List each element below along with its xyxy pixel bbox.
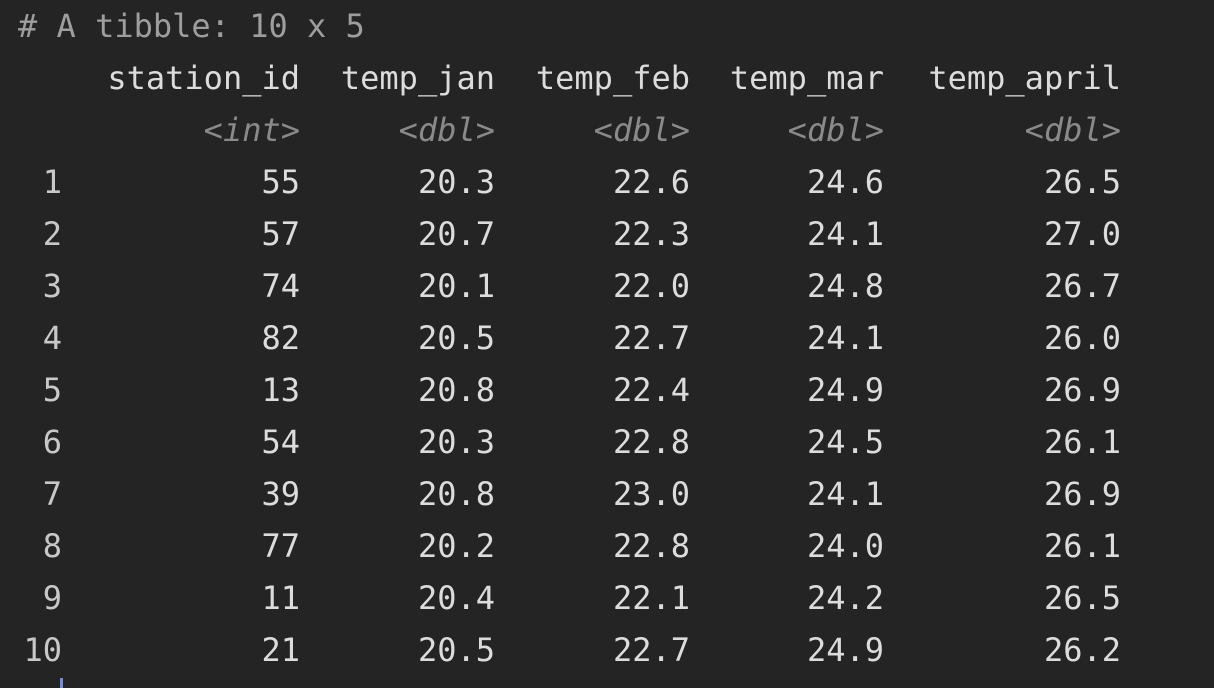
column-header-temp-april: temp_april xyxy=(928,59,1121,97)
row-number: 5 xyxy=(42,371,62,409)
table-cell-station-id: 54 xyxy=(261,423,300,461)
table-cell-temp-feb: 22.6 xyxy=(612,163,690,201)
table-cell-temp-april: 26.9 xyxy=(1043,371,1121,409)
table-cell-temp-jan: 20.7 xyxy=(417,215,495,253)
table-cell-temp-jan: 20.1 xyxy=(417,267,495,305)
row-number: 3 xyxy=(42,267,62,305)
row-number: 7 xyxy=(42,475,62,513)
table-cell-temp-feb: 22.1 xyxy=(612,579,690,617)
column-header-temp-mar: temp_mar xyxy=(729,59,884,97)
table-cell-temp-mar: 24.2 xyxy=(806,579,884,617)
table-row: 6 54 20.3 22.8 24.5 26.1 xyxy=(0,416,1214,468)
table-cell-temp-jan: 20.5 xyxy=(417,631,495,669)
table-cell-temp-jan: 20.4 xyxy=(417,579,495,617)
table-cell-temp-jan: 20.2 xyxy=(417,527,495,565)
table-cell-temp-feb: 22.8 xyxy=(612,423,690,461)
table-cell-temp-feb: 22.8 xyxy=(612,527,690,565)
table-cell-station-id: 57 xyxy=(261,215,300,253)
tibble-summary: # A tibble: 10 x 5 xyxy=(18,7,365,45)
table-row: 3 74 20.1 22.0 24.8 26.7 xyxy=(0,260,1214,312)
table-cell-station-id: 13 xyxy=(261,371,300,409)
column-header-temp-jan: temp_jan xyxy=(340,59,495,97)
table-row: 7 39 20.8 23.0 24.1 26.9 xyxy=(0,468,1214,520)
table-cell-temp-jan: 20.8 xyxy=(417,371,495,409)
table-cell-station-id: 77 xyxy=(261,527,300,565)
table-cell-temp-mar: 24.9 xyxy=(806,371,884,409)
table-cell-temp-april: 26.1 xyxy=(1043,423,1121,461)
column-type-station-id: <int> xyxy=(203,111,300,149)
table-cell-temp-april: 26.7 xyxy=(1043,267,1121,305)
table-cell-temp-jan: 20.5 xyxy=(417,319,495,357)
table-row: 5 13 20.8 22.4 24.9 26.9 xyxy=(0,364,1214,416)
table-cell-temp-feb: 23.0 xyxy=(612,475,690,513)
column-type-temp-april: <dbl> xyxy=(1024,111,1121,149)
row-number: 8 xyxy=(42,527,62,565)
table-row: 4 82 20.5 22.7 24.1 26.0 xyxy=(0,312,1214,364)
column-type-row: <int> <dbl> <dbl> <dbl> <dbl> xyxy=(0,104,1214,156)
table-cell-temp-april: 26.2 xyxy=(1043,631,1121,669)
table-cell-temp-feb: 22.7 xyxy=(612,631,690,669)
table-cell-temp-mar: 24.6 xyxy=(806,163,884,201)
table-row: 8 77 20.2 22.8 24.0 26.1 xyxy=(0,520,1214,572)
table-cell-temp-april: 27.0 xyxy=(1043,215,1121,253)
table-cell-station-id: 21 xyxy=(261,631,300,669)
table-cell-temp-mar: 24.9 xyxy=(806,631,884,669)
row-number: 4 xyxy=(42,319,62,357)
table-cell-temp-april: 26.1 xyxy=(1043,527,1121,565)
table-cell-temp-mar: 24.1 xyxy=(806,215,884,253)
column-header-temp-feb: temp_feb xyxy=(535,59,690,97)
table-row: 2 57 20.7 22.3 24.1 27.0 xyxy=(0,208,1214,260)
table-cell-temp-feb: 22.4 xyxy=(612,371,690,409)
table-cell-temp-mar: 24.1 xyxy=(806,319,884,357)
table-cell-temp-feb: 22.0 xyxy=(612,267,690,305)
column-type-temp-jan: <dbl> xyxy=(398,111,495,149)
table-cell-temp-mar: 24.1 xyxy=(806,475,884,513)
table-cell-temp-jan: 20.3 xyxy=(417,423,495,461)
table-cell-station-id: 74 xyxy=(261,267,300,305)
table-row: 1 55 20.3 22.6 24.6 26.5 xyxy=(0,156,1214,208)
table-cell-temp-april: 26.9 xyxy=(1043,475,1121,513)
table-cell-station-id: 55 xyxy=(261,163,300,201)
column-type-temp-mar: <dbl> xyxy=(787,111,884,149)
column-type-temp-feb: <dbl> xyxy=(593,111,690,149)
table-cell-station-id: 82 xyxy=(261,319,300,357)
column-header-station-id: station_id xyxy=(107,59,300,97)
table-row: 9 11 20.4 22.1 24.2 26.5 xyxy=(0,572,1214,624)
table-cell-temp-april: 26.5 xyxy=(1043,579,1121,617)
table-cell-temp-jan: 20.8 xyxy=(417,475,495,513)
row-number: 9 xyxy=(42,579,62,617)
row-number: 10 xyxy=(23,631,62,669)
table-cell-temp-mar: 24.8 xyxy=(806,267,884,305)
table-cell-station-id: 11 xyxy=(261,579,300,617)
table-cell-temp-feb: 22.7 xyxy=(612,319,690,357)
column-header-row: station_id temp_jan temp_feb temp_mar te… xyxy=(0,52,1214,104)
row-number: 6 xyxy=(42,423,62,461)
text-cursor xyxy=(60,678,63,688)
row-number: 2 xyxy=(42,215,62,253)
table-cell-station-id: 39 xyxy=(261,475,300,513)
table-cell-temp-feb: 22.3 xyxy=(612,215,690,253)
row-number: 1 xyxy=(42,163,62,201)
table-cell-temp-mar: 24.5 xyxy=(806,423,884,461)
table-cell-temp-jan: 20.3 xyxy=(417,163,495,201)
table-row: 10 21 20.5 22.7 24.9 26.2 xyxy=(0,624,1214,676)
table-cell-temp-mar: 24.0 xyxy=(806,527,884,565)
table-cell-temp-april: 26.0 xyxy=(1043,319,1121,357)
table-cell-temp-april: 26.5 xyxy=(1043,163,1121,201)
